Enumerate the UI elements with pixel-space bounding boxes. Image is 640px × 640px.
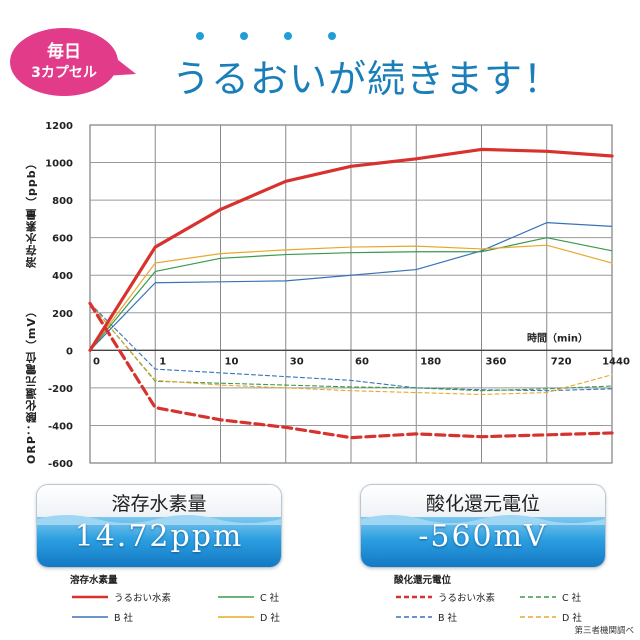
y-tick-label: -600 — [48, 459, 73, 470]
legend-title: 酸化還元電位 — [394, 575, 452, 586]
emphasis-dot — [196, 32, 204, 40]
y-tick-label: 400 — [52, 271, 73, 282]
y-tick-label: 1200 — [45, 121, 73, 132]
series-line-orp-5 — [89, 302, 613, 392]
legend-label: D 社 — [260, 613, 280, 624]
speech-bubble-shape — [10, 28, 136, 96]
legend-label: C 社 — [260, 593, 280, 604]
x-tick-label: 30 — [290, 356, 304, 367]
badge-line-1: 毎日 — [47, 42, 81, 62]
emphasis-dot — [240, 32, 248, 40]
legend-orp: 酸化還元電位 うるおい水素 C 社 B 社 D 社 — [394, 572, 634, 628]
promo-badge: 毎日 3カプセル — [8, 26, 136, 102]
x-tick-label: 360 — [486, 356, 507, 367]
y-axis-label-orp: ORP：酸化還元電位（mV） — [25, 305, 38, 464]
series-line-hydrogen-2 — [89, 237, 613, 351]
legend-label: うるおい水素 — [438, 593, 496, 604]
emphasis-dot — [328, 32, 336, 40]
x-tick-label: 180 — [420, 356, 441, 367]
emphasis-dots — [196, 32, 346, 42]
footnote: 第三者機関調べ — [574, 626, 634, 636]
x-tick-label: 1440 — [602, 356, 630, 367]
legend-label: B 社 — [438, 613, 458, 624]
legend-label: B 社 — [114, 613, 134, 624]
legend-label: うるおい水素 — [114, 593, 172, 604]
badge-line-2: 3カプセル — [31, 65, 97, 81]
wave-decoration — [361, 515, 605, 525]
x-tick-label: 720 — [551, 356, 572, 367]
headline: うるおいが続きます！ — [172, 57, 563, 101]
emphasis-dot — [284, 32, 292, 40]
card-value: -560mV — [418, 519, 548, 554]
series-line-hydrogen-0 — [88, 147, 614, 352]
line-chart: 1200 1000 800 600 400 200 0 -200 -400 -600 0 1 10 30 6… — [45, 121, 630, 470]
orp-value-card: 酸化還元電位 -560mV — [360, 484, 606, 568]
x-tick-label: 10 — [225, 356, 239, 367]
x-tick-label: 60 — [355, 356, 369, 367]
card-title: 溶存水素量 — [111, 493, 207, 515]
legend-label: D 社 — [562, 613, 582, 624]
legend-title: 溶存水素量 — [70, 575, 118, 586]
card-value: 14.72ppm — [74, 519, 244, 554]
x-axis-label: 時間（min） — [527, 331, 588, 344]
legend-hydrogen: 溶存水素量 うるおい水素 C 社 B 社 D 社 — [70, 572, 310, 628]
y-tick-label: -400 — [48, 421, 73, 432]
legend-label: C 社 — [562, 593, 582, 604]
x-tick-label: 1 — [159, 356, 166, 367]
series-line-orp-7 — [89, 302, 613, 396]
y-tick-label: 800 — [52, 196, 73, 207]
series-line-hydrogen-1 — [89, 222, 613, 351]
series-line-hydrogen-3 — [89, 244, 613, 351]
y-tick-label: 1000 — [45, 159, 73, 170]
y-axis-label-hydrogen: 溶存水素量（ppb） — [25, 157, 38, 268]
y-tick-label: -200 — [48, 384, 73, 395]
wave-decoration — [37, 515, 281, 525]
y-tick-label: 0 — [66, 346, 73, 357]
y-tick-label: 600 — [52, 234, 73, 245]
x-tick-label: 0 — [93, 356, 100, 367]
card-title: 酸化還元電位 — [425, 493, 540, 515]
y-tick-label: 200 — [52, 309, 73, 320]
hydrogen-value-card: 溶存水素量 14.72ppm — [36, 484, 282, 568]
series-line-orp-4 — [88, 301, 614, 440]
